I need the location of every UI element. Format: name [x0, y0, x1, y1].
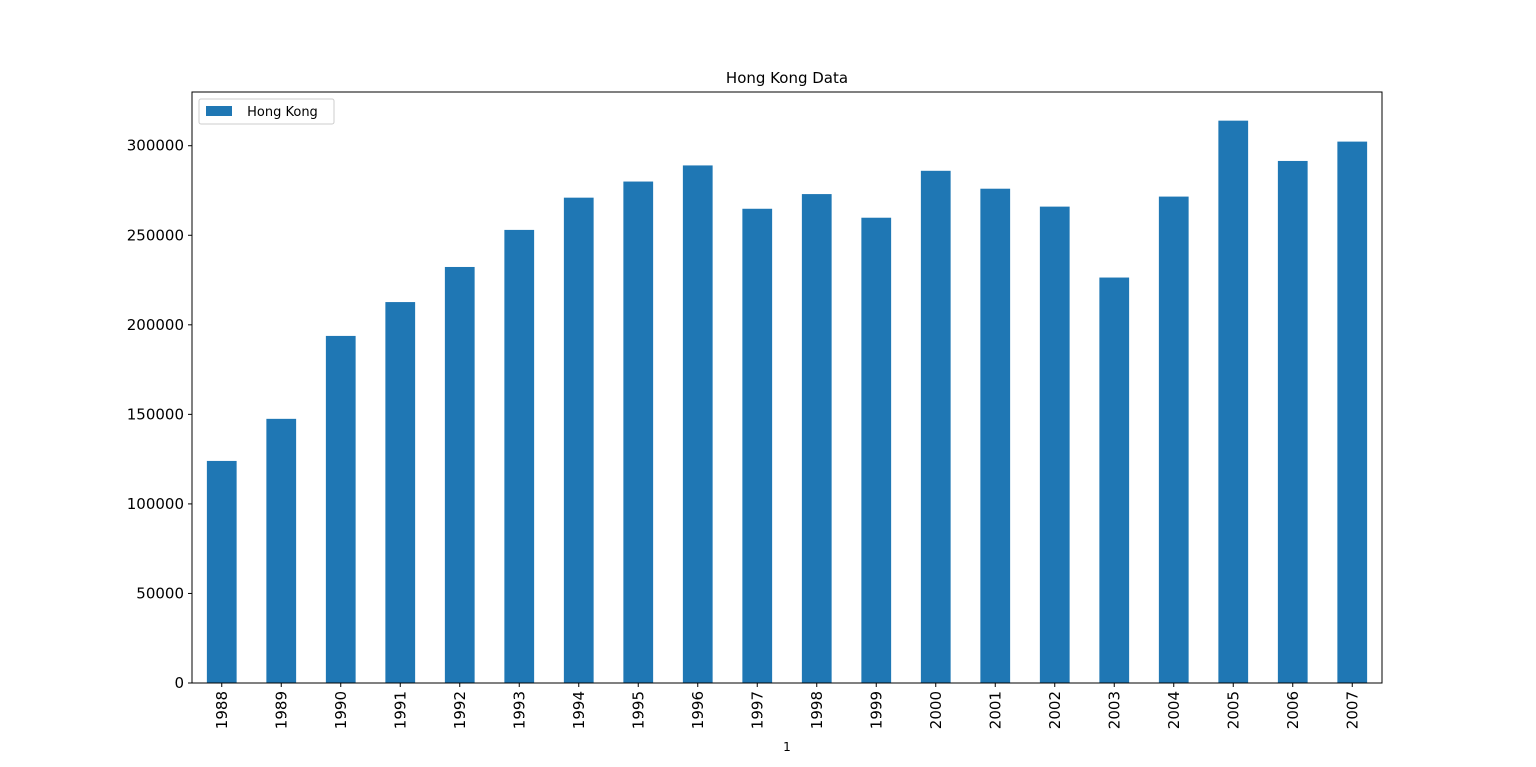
- bars-group: [206, 120, 1368, 684]
- x-axis-label: 1: [783, 740, 791, 754]
- bar-1990: [325, 335, 356, 683]
- legend: Hong Kong: [198, 98, 335, 125]
- bar-2005: [1218, 120, 1249, 684]
- legend-label: Hong Kong: [243, 105, 318, 120]
- x-tick-label: 1988: [213, 691, 231, 729]
- y-tick-label: 250000: [127, 226, 184, 244]
- plot-frame: [191, 91, 1383, 684]
- bar-1996: [682, 165, 713, 684]
- x-tick-label: 2001: [986, 691, 1004, 729]
- y-tick-label: 200000: [127, 316, 184, 334]
- legend-box: [198, 98, 335, 125]
- x-tick-label: 1991: [391, 691, 409, 729]
- y-axis: 0 50000 100000 150000 200000 250000 300000: [127, 137, 192, 692]
- x-tick-label: 1990: [332, 691, 350, 729]
- y-tick-label: 0: [174, 674, 184, 692]
- y-tick-label: 50000: [136, 584, 184, 602]
- x-tick-label: 1997: [748, 691, 766, 729]
- bar-1989: [266, 418, 297, 683]
- bar-2000: [920, 170, 951, 684]
- x-tick-label: 1996: [689, 691, 707, 729]
- x-tick-label: 2004: [1165, 691, 1183, 729]
- bar-1999: [861, 217, 892, 684]
- x-tick-label: 1995: [629, 691, 647, 729]
- x-tick-label: 2002: [1046, 691, 1064, 729]
- x-tick-label: 2007: [1343, 691, 1361, 729]
- bar-1995: [623, 181, 654, 683]
- bar-1998: [801, 194, 832, 683]
- legend-swatch: [206, 106, 232, 116]
- bar-2006: [1277, 160, 1308, 683]
- x-tick-label: 1992: [451, 691, 469, 729]
- bar-1991: [385, 302, 416, 683]
- x-tick-label: 2005: [1224, 691, 1242, 729]
- bar-2003: [1099, 277, 1130, 683]
- bar-1993: [504, 229, 535, 683]
- x-tick-label: 1993: [510, 691, 528, 729]
- x-tick-label: 2003: [1105, 691, 1123, 729]
- y-tick-label: 100000: [127, 495, 184, 513]
- bar-1994: [563, 197, 594, 683]
- bar-2002: [1039, 206, 1070, 684]
- x-tick-label: 2000: [927, 691, 945, 729]
- bar-1992: [444, 266, 475, 683]
- x-tick-label: 1994: [570, 691, 588, 729]
- y-tick-label: 300000: [127, 137, 184, 155]
- bar-2007: [1337, 141, 1368, 684]
- y-tick-label: 150000: [127, 405, 184, 423]
- x-tick-label: 2006: [1284, 691, 1302, 729]
- chart-title: Hong Kong Data: [726, 69, 848, 87]
- x-tick-label: 1989: [272, 691, 290, 729]
- bar-2001: [980, 188, 1011, 683]
- x-tick-label: 1998: [808, 691, 826, 729]
- bar-2004: [1158, 196, 1189, 683]
- bar-1997: [742, 208, 773, 683]
- x-tick-label: 1999: [867, 691, 885, 729]
- x-axis: 1988 1989 1990 1991 1992 1993 1994 1995 1996 1997…: [213, 683, 1361, 729]
- bar-1988: [206, 460, 237, 683]
